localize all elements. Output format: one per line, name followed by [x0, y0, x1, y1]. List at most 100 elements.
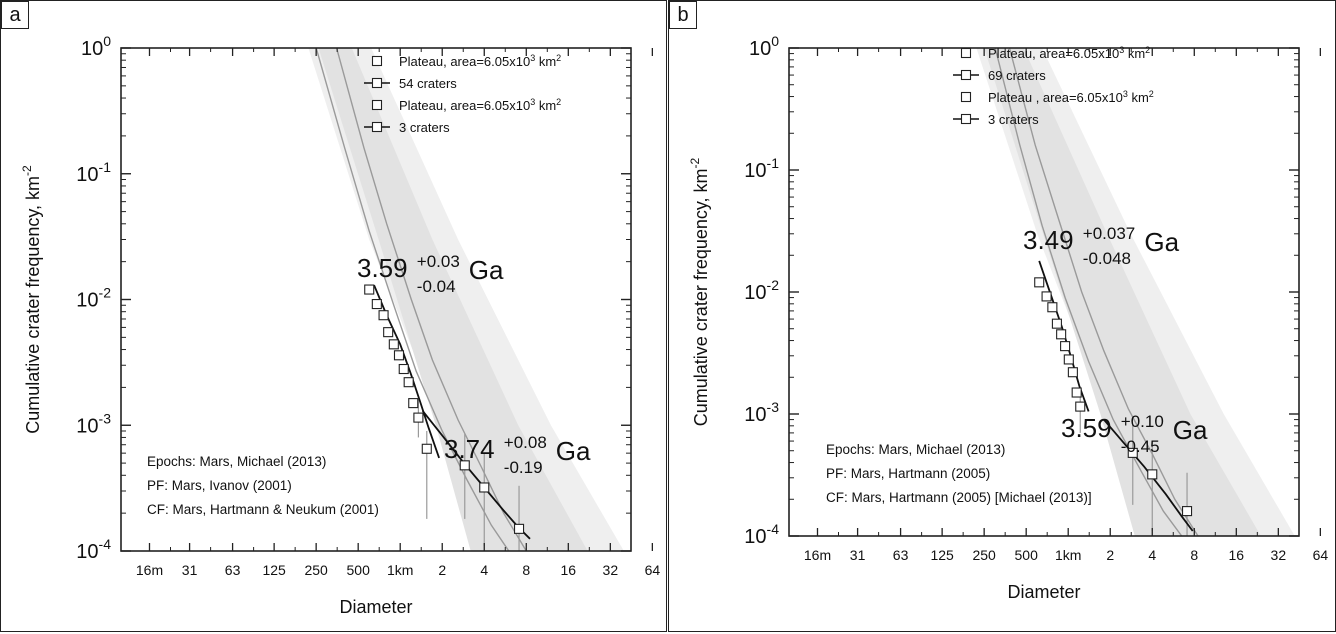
x-tick-label: 2 — [1106, 547, 1114, 563]
legend-label-text: Plateau, area=6.05x10 — [399, 54, 530, 69]
data-point — [1051, 318, 1062, 329]
age-value: 3.59 — [1061, 413, 1112, 443]
y-tick-base: 10 — [81, 38, 103, 60]
legend-label-text: Plateau , area=6.05x10 — [988, 90, 1123, 105]
uncertainty-band-2 — [984, 48, 1261, 536]
y-tick-label: 10-4 — [76, 536, 111, 563]
y-tick-exponent: -3 — [99, 410, 112, 426]
isochron-line-1 — [994, 48, 1183, 536]
y-tick-exponent: -4 — [99, 536, 112, 552]
data-point — [388, 339, 399, 350]
legend-item: Plateau, area=6.05x103 km2 — [371, 97, 561, 113]
data-point — [1071, 387, 1082, 398]
legend-label-sup: 2 — [1145, 45, 1150, 55]
fit-line — [1103, 419, 1194, 532]
y-axis-title: Cumulative crater frequency, km-2 — [688, 157, 711, 426]
legend-label-sup: 3 — [530, 53, 535, 63]
legend-item: 3 craters — [364, 120, 450, 135]
x-tick-label: 64 — [645, 562, 661, 578]
y-tick-base: 10 — [76, 415, 98, 437]
y-axis-title-text: Cumulative crater frequency, km — [23, 176, 43, 434]
age-plus: +0.10 — [1121, 412, 1164, 431]
legend-label-sup: 3 — [1123, 89, 1128, 99]
data-point — [408, 398, 419, 409]
legend-label: Plateau, area=6.05x103 km2 — [399, 97, 561, 113]
x-tick-label: 16m — [136, 562, 163, 578]
legend-label: Plateau, area=6.05x103 km2 — [399, 53, 561, 69]
model-info-line: Epochs: Mars, Michael (2013) — [147, 454, 326, 469]
x-axis-title: Diameter — [339, 597, 412, 617]
age-unit: Ga — [556, 436, 591, 466]
plot-area — [308, 48, 624, 551]
x-axis: 16m 31 63 125 250 500 1km 2 4 8 16 32 64 — [804, 48, 1328, 563]
model-info-line: CF: Mars, Hartmann (2005) [Michael (2013… — [826, 490, 1092, 505]
legend-label-sup: 3 — [530, 97, 535, 107]
data-point — [459, 460, 470, 471]
x-tick-label: 63 — [225, 562, 241, 578]
y-tick-label: 10-2 — [76, 285, 111, 312]
y-tick-exponent: 0 — [103, 33, 111, 49]
legend-item: Plateau, area=6.05x103 km2 — [960, 45, 1150, 61]
legend-item: Plateau , area=6.05x103 km2 — [960, 89, 1154, 105]
series-1 — [364, 284, 440, 519]
legend-marker — [960, 113, 972, 125]
age-minus: -0.19 — [504, 458, 543, 477]
legend-label: Plateau , area=6.05x103 km2 — [988, 89, 1154, 105]
x-tick-label: 1km — [1055, 547, 1081, 563]
x-tick-label: 1km — [387, 562, 413, 578]
x-axis-title: Diameter — [1007, 582, 1080, 602]
y-tick-label: 10-4 — [744, 521, 779, 548]
y-tick-exponent: 0 — [771, 33, 779, 49]
data-point — [1063, 354, 1074, 365]
model-info-line: PF: Mars, Hartmann (2005) — [826, 466, 990, 481]
age-annotation: 3.59 +0.03 -0.04 Ga — [357, 252, 504, 296]
legend-label-tail: km — [1128, 90, 1149, 105]
y-tick-exponent: -4 — [767, 521, 780, 537]
y-tick-base: 10 — [744, 282, 766, 304]
legend-label-tail: km — [535, 98, 556, 113]
data-point — [421, 443, 432, 454]
legend-marker — [960, 91, 972, 103]
x-tick-label: 125 — [930, 547, 954, 563]
y-tick-base: 10 — [76, 541, 98, 563]
legend-marker — [371, 55, 383, 67]
series-1 — [1034, 260, 1090, 433]
uncertainty-band-2 — [318, 48, 588, 551]
legend-label-text: 54 craters — [399, 76, 457, 91]
age-plus: +0.03 — [417, 252, 460, 271]
data-point — [393, 350, 405, 361]
y-axis-title-exponent: -2 — [688, 157, 702, 168]
age-annotation: 3.74 +0.08 -0.19 Ga — [444, 433, 591, 477]
isochron-line-2 — [335, 48, 527, 551]
x-tick-label: 8 — [522, 562, 530, 578]
x-tick-label: 31 — [850, 547, 866, 563]
x-tick-label: 250 — [972, 547, 996, 563]
isochron-line-2 — [1008, 48, 1199, 536]
y-tick-exponent: -1 — [99, 159, 112, 175]
data-point — [364, 284, 375, 295]
x-tick-label: 500 — [347, 562, 371, 578]
data-point — [479, 482, 490, 493]
age-plus: +0.037 — [1083, 224, 1135, 243]
legend-label-tail: km — [1124, 46, 1145, 61]
y-axis-title-exponent: -2 — [20, 165, 34, 176]
data-point — [1147, 469, 1158, 480]
y-tick-label: 10-1 — [744, 155, 779, 182]
x-tick-label: 32 — [603, 562, 619, 578]
age-annotation: 3.49 +0.037 -0.048 Ga — [1023, 224, 1180, 268]
x-tick-label: 63 — [893, 547, 909, 563]
y-tick-exponent: -1 — [767, 155, 780, 171]
age-unit: Ga — [469, 255, 504, 285]
data-point — [403, 377, 414, 388]
data-point — [398, 363, 409, 375]
model-info-line: PF: Mars, Ivanov (2001) — [147, 478, 292, 493]
data-point — [383, 327, 394, 338]
x-tick-label: 500 — [1015, 547, 1039, 563]
chart-panel-a: 100 10-1 10-2 10-3 10-4 16m 31 63 125 250 500 1km 2 4… — [0, 0, 667, 632]
model-info-line: Epochs: Mars, Michael (2013) — [826, 442, 1005, 457]
data-point — [513, 523, 525, 534]
x-tick-label: 4 — [1148, 547, 1156, 563]
y-tick-exponent: -2 — [767, 277, 780, 293]
